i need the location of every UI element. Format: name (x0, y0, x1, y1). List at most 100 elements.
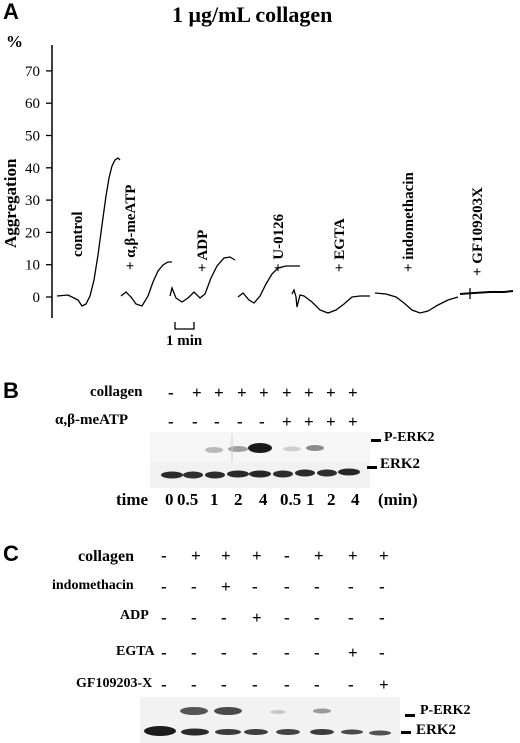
panel-b-letter: B (3, 378, 19, 403)
panel-c-mark: - (284, 608, 290, 627)
panel-b-time: 0.5 (280, 490, 302, 509)
panel-b-perk2-label: P-ERK2 (384, 430, 435, 445)
panel-c-perk2-label: P-ERK2 (420, 703, 471, 718)
trace-meatp (120, 261, 172, 307)
trace-label-indomethacin: + indomethacin (401, 172, 417, 272)
panel-b-mark: + (304, 383, 314, 402)
panel-c-mark: + (379, 546, 389, 565)
panel-b-time: 2 (327, 490, 336, 509)
panel-b-mark: - (237, 412, 243, 431)
y-tick-label: 30 (25, 193, 40, 209)
panel-c-mark: - (252, 675, 258, 694)
aggregation-chart: 70 60 50 40 30 20 10 0 Aggregation control + α,… (1, 45, 514, 330)
panel-c-mark: + (191, 546, 201, 565)
trace-egta (291, 288, 370, 314)
panel-c-mark: - (314, 643, 320, 662)
y-tick-label: 70 (25, 64, 40, 80)
trace-label-control: control (70, 211, 86, 257)
panel-c-mark: + (348, 643, 358, 662)
scale-bar (174, 322, 195, 330)
panel-b-mark: + (348, 412, 358, 431)
panel-b-time-unit: (min) (378, 490, 418, 509)
panel-c-row-label: EGTA (116, 644, 155, 659)
trace-label-adp: + ADP (195, 230, 211, 272)
trace-gf109203x (459, 290, 514, 295)
trace-label-u0126: + U-0126 (271, 213, 287, 272)
panel-c-mark: - (379, 643, 385, 662)
panel-c-mark: - (161, 608, 167, 627)
panel-c-row-label: indomethacin (52, 578, 134, 593)
panel-b-mark: - (259, 412, 265, 431)
panel-c-mark: - (221, 675, 227, 694)
panel-b-mark: + (237, 383, 247, 402)
panel-c-mark: + (314, 546, 324, 565)
panel-c-perk2-marker (405, 714, 415, 717)
trace-label-gf109203x: + GF109203X (470, 187, 486, 276)
y-axis-label: Aggregation (1, 158, 20, 248)
panel-b-mark: + (348, 383, 358, 402)
panel-b-perk2-marker (371, 439, 381, 442)
trace-label-meatp: + α,β-meATP (123, 185, 139, 270)
scale-bar-label: 1 min (166, 333, 203, 349)
panel-c-mark: - (379, 608, 385, 627)
panel-c-mark: - (191, 608, 197, 627)
panel-c-mark: - (161, 546, 167, 565)
panel-c-mark: - (252, 643, 258, 662)
panel-c-mark: - (161, 643, 167, 662)
panel-c-erk2-label: ERK2 (416, 722, 457, 738)
panel-c-mark: - (348, 577, 354, 596)
panel-c-row-label: ADP (120, 608, 149, 623)
trace-adp (169, 256, 236, 303)
panel-b-mark: - (192, 412, 198, 431)
trace-u0126 (237, 265, 300, 304)
aggregation-traces (56, 157, 514, 314)
panel-b-time: 1 (210, 490, 219, 509)
panel-b-blot (150, 432, 370, 488)
panel-b-mark: + (282, 412, 292, 431)
panel-b-mark: - (168, 412, 174, 431)
panel-c-mark: + (348, 546, 358, 565)
panel-c-mark: - (191, 675, 197, 694)
panel-c-row-label: collagen (78, 548, 134, 565)
panel-c-mark: - (314, 608, 320, 627)
y-tick-label: 10 (25, 258, 40, 274)
panel-b-time: 4 (351, 490, 360, 509)
panel-b-time: 1 (306, 490, 315, 509)
panel-b-erk2-label: ERK2 (380, 456, 421, 472)
panel-b-time-label: time (116, 490, 149, 509)
panel-c-mark: + (221, 577, 231, 596)
panel-c-row-label: GF109203-X (76, 676, 153, 691)
panel-c-mark: - (284, 577, 290, 596)
panel-c-mark: - (348, 608, 354, 627)
panel-a-title: 1 μg/mL collagen (172, 2, 333, 27)
panel-c-mark: + (221, 546, 231, 565)
panel-b-mark: - (214, 412, 220, 431)
panel-c-erk2-marker (401, 731, 411, 734)
panel-b-mark: + (192, 383, 202, 402)
trace-label-egta: + EGTA (332, 218, 348, 272)
y-ticks: 70 60 50 40 30 20 10 0 (25, 64, 52, 306)
panel-b-mark: + (326, 412, 336, 431)
panel-c-mark: - (314, 577, 320, 596)
panel-b-erk2-marker (367, 466, 377, 469)
panel-b-row-label: collagen (90, 384, 143, 400)
trace-indomethacin (374, 292, 459, 314)
panel-c-mark: - (161, 675, 167, 694)
panel-b-mark: + (214, 383, 224, 402)
panel-b-time: 0.5 (177, 490, 199, 509)
panel-c-mark: - (379, 577, 385, 596)
y-unit-label: % (6, 32, 23, 51)
panel-c-blot (140, 697, 400, 743)
panel-b-mark: + (326, 383, 336, 402)
panel-b-time: 2 (234, 490, 243, 509)
panel-b-mark: + (282, 383, 292, 402)
panel-c-mark: - (191, 643, 197, 662)
panel-c-mark: - (221, 643, 227, 662)
panel-c-mark: + (252, 546, 262, 565)
panel-b-time: 0 (165, 490, 174, 509)
panel-c-mark: - (348, 675, 354, 694)
panel-b-time: 4 (259, 490, 268, 509)
panel-c-mark: + (379, 675, 389, 694)
panel-c-mark: - (314, 675, 320, 694)
trace-control (56, 157, 121, 307)
